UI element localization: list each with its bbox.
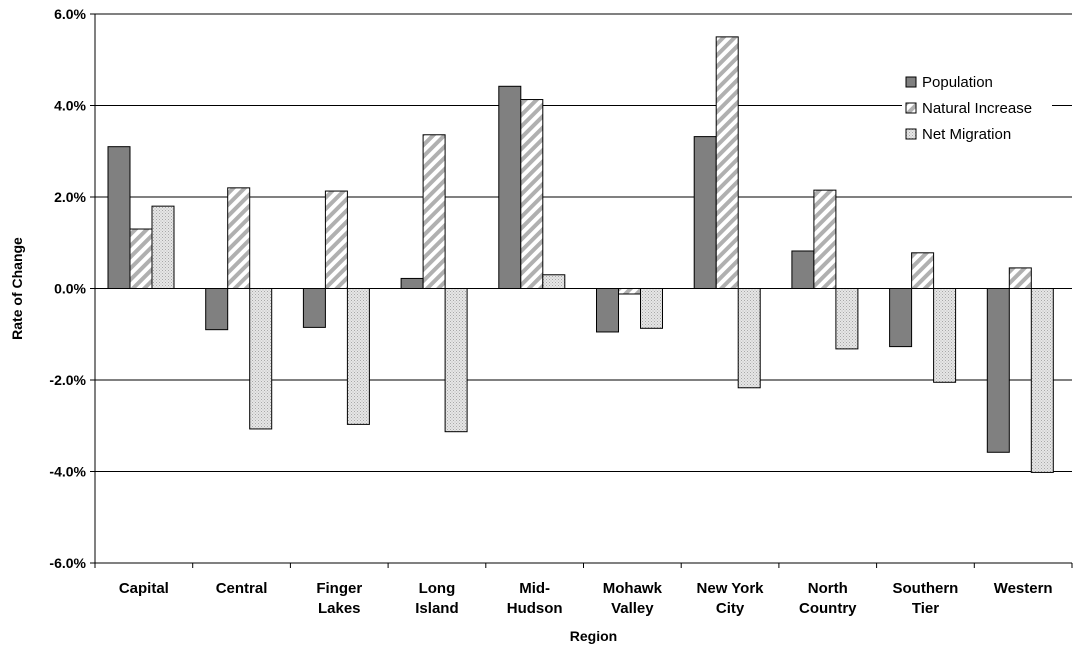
bar-population <box>986 288 1010 453</box>
category-label: Mid-Hudson <box>507 580 563 617</box>
bar-natural-increase <box>1008 267 1032 290</box>
category-label: North Country <box>799 580 857 617</box>
bar-net-migration <box>542 274 566 289</box>
category-label: Southern Tier <box>893 580 959 617</box>
legend-swatch <box>905 102 917 114</box>
y-tick-label: 0.0% <box>54 281 86 297</box>
bar-population <box>205 288 229 331</box>
bar-natural-increase <box>324 190 348 290</box>
bar-population <box>596 288 619 333</box>
legend-swatch <box>905 76 917 88</box>
legend-label: Net Migration <box>922 126 1011 143</box>
category-label: Mohawk Valley <box>603 580 663 617</box>
bar-natural-increase <box>520 99 544 289</box>
bar-population <box>791 250 815 289</box>
x-axis-title: Region <box>570 628 617 644</box>
y-tick-label: -2.0% <box>49 372 86 388</box>
y-tick-label: 4.0% <box>54 98 86 114</box>
category-label: Central <box>216 580 268 597</box>
bar-population <box>498 85 522 289</box>
bar-net-migration <box>933 288 957 383</box>
category-label: New York City <box>697 580 765 617</box>
category-labels: Capital Central Finger Lakes Long Island Mid-H… <box>119 580 1053 617</box>
bar-natural-increase <box>911 252 935 290</box>
y-tick-label: 6.0% <box>54 6 86 22</box>
bar-net-migration <box>151 205 175 289</box>
bar-population <box>400 277 424 289</box>
bar-natural-increase <box>618 288 641 295</box>
bar-population <box>693 136 717 289</box>
bar-net-migration <box>249 288 273 430</box>
category-label: Capital <box>119 580 169 597</box>
category-label: Western <box>994 580 1053 597</box>
y-tick-label: -6.0% <box>49 555 86 571</box>
y-axis-title: Rate of Change <box>9 237 25 340</box>
bar-net-migration <box>346 288 370 425</box>
legend-box <box>902 66 1052 144</box>
bar-natural-increase <box>813 189 837 289</box>
bar-net-migration <box>737 288 761 389</box>
category-label: Finger Lakes <box>316 580 362 617</box>
legend-label: Population <box>922 74 993 91</box>
bar-net-migration <box>444 288 468 433</box>
y-tick-label: -4.0% <box>49 464 86 480</box>
axes <box>90 13 1073 568</box>
bar-natural-increase <box>715 36 739 289</box>
bar-net-migration <box>835 288 859 350</box>
bar-population <box>889 288 913 348</box>
legend-swatch <box>905 128 917 140</box>
bar-natural-increase <box>227 187 251 290</box>
y-tick-label: 2.0% <box>54 189 86 205</box>
legend-label: Natural Increase <box>922 100 1032 117</box>
bar-net-migration <box>640 288 663 329</box>
bar-population <box>107 146 131 289</box>
legend: Population Natural Increase Net Migration <box>902 66 1052 144</box>
tick-labels: -6.0% -4.0% -2.0% 0.0% 2.0% 4.0% 6.0% <box>49 6 86 571</box>
bar-population <box>302 288 326 328</box>
bar-net-migration <box>1030 288 1054 473</box>
bar-natural-increase <box>422 134 446 289</box>
bar-natural-increase <box>129 228 153 289</box>
category-label: Long Island <box>415 580 458 617</box>
bars <box>107 36 1054 473</box>
